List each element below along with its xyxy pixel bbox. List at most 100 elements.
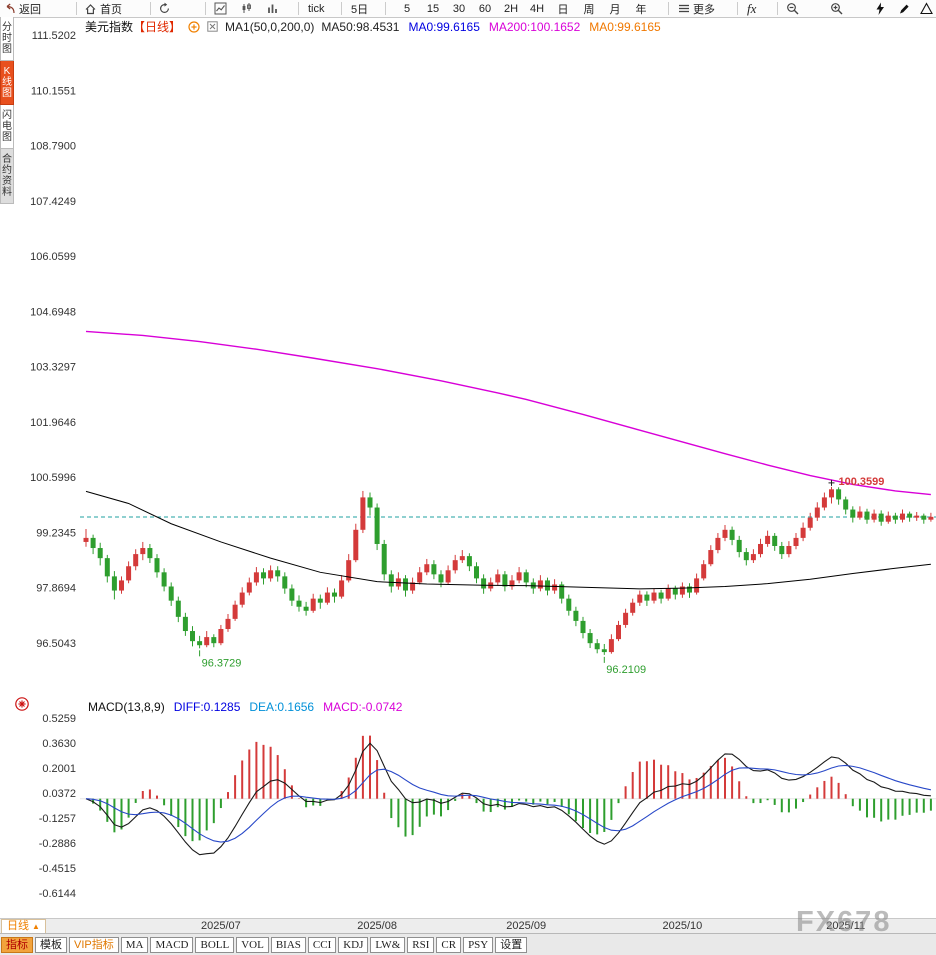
shape-button[interactable]	[920, 0, 933, 17]
svg-text:-0.6144: -0.6144	[39, 888, 76, 900]
lightning-button[interactable]	[874, 0, 886, 17]
ma-settings-label: MA1(50,0,200,0)	[225, 19, 315, 34]
refresh-button[interactable]	[158, 0, 171, 17]
tab-vol[interactable]: VOL	[236, 936, 269, 953]
ma50-line	[85, 490, 931, 590]
tab-kdj[interactable]: KDJ	[338, 936, 369, 953]
svg-text:107.4249: 107.4249	[30, 196, 76, 208]
ma-value-3: MA0:99.6165	[589, 19, 661, 34]
fx-button[interactable]: fx	[747, 0, 756, 17]
macd-name: MACD(13,8,9)	[88, 700, 165, 714]
home-label: 首页	[100, 3, 122, 16]
period-button-15[interactable]: 15	[426, 2, 440, 15]
period-button-周[interactable]: 周	[583, 3, 595, 16]
period-button-60[interactable]: 60	[478, 2, 492, 15]
period-button-日[interactable]: 日	[557, 3, 569, 16]
line-chart-icon	[214, 2, 227, 15]
main-chart-header: 美元指数【日线】 MA1(50,0,200,0) MA50:98.4531 MA0…	[85, 18, 661, 35]
zoom-out-button[interactable]	[786, 0, 800, 17]
home-icon	[85, 3, 96, 14]
tab-vip-indicator[interactable]: VIP指标	[69, 936, 119, 953]
x-axis-label: 2025/07	[201, 920, 241, 932]
tab-cci[interactable]: CCI	[307, 936, 337, 953]
period-dropdown[interactable]: 日线 ▲	[1, 919, 46, 934]
svg-text:111.5202: 111.5202	[32, 30, 76, 42]
indicator-settings-icon[interactable]	[14, 696, 30, 712]
macd-value-0: DIFF:0.1285	[173, 700, 241, 714]
candles-layer	[83, 486, 934, 655]
svg-text:-0.4515: -0.4515	[39, 863, 76, 875]
x-axis-strip: 2025/07 2025/08 2025/09 2025/10 2025/11	[0, 918, 936, 934]
y-axis-labels: 111.5202 110.1551 108.7900 107.4249 106.0599…	[30, 30, 76, 900]
svg-text:96.3729: 96.3729	[202, 657, 242, 669]
svg-text:-0.1257: -0.1257	[39, 813, 76, 825]
svg-text:0.2001: 0.2001	[42, 763, 76, 775]
refresh-icon	[160, 2, 169, 13]
line-chart-button[interactable]	[214, 0, 227, 17]
macd-value-1: DEA:0.1656	[249, 700, 315, 714]
five-day-button[interactable]: 5日	[351, 0, 368, 17]
price-annotations: 96.3729 96.2109 100.3599	[199, 476, 884, 676]
tab-cr[interactable]: CR	[436, 936, 462, 953]
svg-text:0.0372: 0.0372	[42, 788, 76, 800]
indicator-tabbar: 指标 模板 VIP指标 MA MACD BOLL VOL BIAS CCI KDJ LW& RSI CR…	[0, 933, 936, 955]
period-button-30[interactable]: 30	[452, 2, 466, 15]
back-button[interactable]: 返回	[3, 0, 41, 17]
tab-template[interactable]: 模板	[35, 936, 67, 953]
svg-text:97.8694: 97.8694	[36, 583, 76, 595]
tab-bias[interactable]: BIAS	[270, 936, 306, 953]
period-button-2H[interactable]: 2H	[503, 2, 519, 15]
draw-button[interactable]	[898, 0, 911, 17]
hamburger-menu-icon	[679, 4, 689, 13]
symbol-name: 美元指数	[85, 20, 134, 34]
tab-rsi[interactable]: RSI	[407, 936, 435, 953]
x-axis-label: 2025/11	[826, 920, 866, 932]
macd-diff-line	[85, 742, 931, 856]
sidebar-item-contract-info[interactable]: 合约资料	[0, 149, 14, 204]
five-day-label: 5日	[351, 3, 369, 16]
tab-ma[interactable]: MA	[120, 936, 149, 953]
tab-macd[interactable]: MACD	[150, 936, 194, 953]
pencil-icon	[900, 4, 909, 14]
svg-text:100.5996: 100.5996	[30, 472, 76, 484]
sidebar-item-flash[interactable]: 闪电图	[0, 105, 14, 149]
svg-text:101.9646: 101.9646	[30, 417, 76, 429]
sidebar-item-kline[interactable]: K线图	[0, 61, 14, 105]
macd-histogram	[92, 735, 932, 842]
chevron-up-icon: ▲	[32, 922, 40, 931]
period-button-月[interactable]: 月	[609, 3, 621, 16]
back-arrow-icon	[6, 3, 15, 13]
ma-values: MA50:98.4531 MA0:99.6165 MA200:100.1652 MA0…	[321, 20, 660, 34]
period-dropdown-label: 日线	[7, 920, 29, 932]
home-button[interactable]: 首页	[84, 0, 122, 17]
left-chart-type-tabs: 分时图 K线图 闪电图 合约资料	[0, 17, 14, 204]
candle-chart-icon	[242, 3, 251, 13]
tab-settings[interactable]: 设置	[495, 936, 528, 953]
zoom-out-icon	[787, 2, 799, 14]
volume-chart-button[interactable]	[266, 0, 279, 17]
tick-label: tick	[308, 2, 325, 15]
ma-settings-icon[interactable]	[207, 21, 218, 32]
period-button-group: 5 15 30 60 2H 4H 日 周 月 年	[394, 0, 654, 17]
svg-text:0.5259: 0.5259	[42, 713, 76, 725]
macd-values: DIFF:0.1285 DEA:0.1656 MACD:-0.0742	[174, 700, 403, 714]
tab-indicator[interactable]: 指标	[1, 936, 33, 953]
zoom-in-icon	[831, 2, 843, 14]
macd-dea-line	[85, 764, 932, 843]
tab-boll[interactable]: BOLL	[195, 936, 235, 953]
tab-psy[interactable]: PSY	[463, 936, 494, 953]
period-button-4H[interactable]: 4H	[529, 2, 545, 15]
ma200-line	[85, 330, 931, 496]
tab-lw[interactable]: LW&	[370, 936, 406, 953]
tick-button[interactable]: tick	[308, 0, 325, 17]
sidebar-item-time-share[interactable]: 分时图	[0, 17, 14, 61]
period-button-年[interactable]: 年	[635, 3, 647, 16]
plus-circle-icon[interactable]	[188, 20, 200, 33]
more-button[interactable]: 更多	[678, 0, 715, 17]
zoom-in-button[interactable]	[830, 0, 844, 17]
lightning-icon	[876, 2, 884, 15]
volume-bars-icon	[268, 4, 277, 13]
period-button-5[interactable]: 5	[403, 2, 411, 15]
candle-chart-button[interactable]	[240, 0, 253, 17]
